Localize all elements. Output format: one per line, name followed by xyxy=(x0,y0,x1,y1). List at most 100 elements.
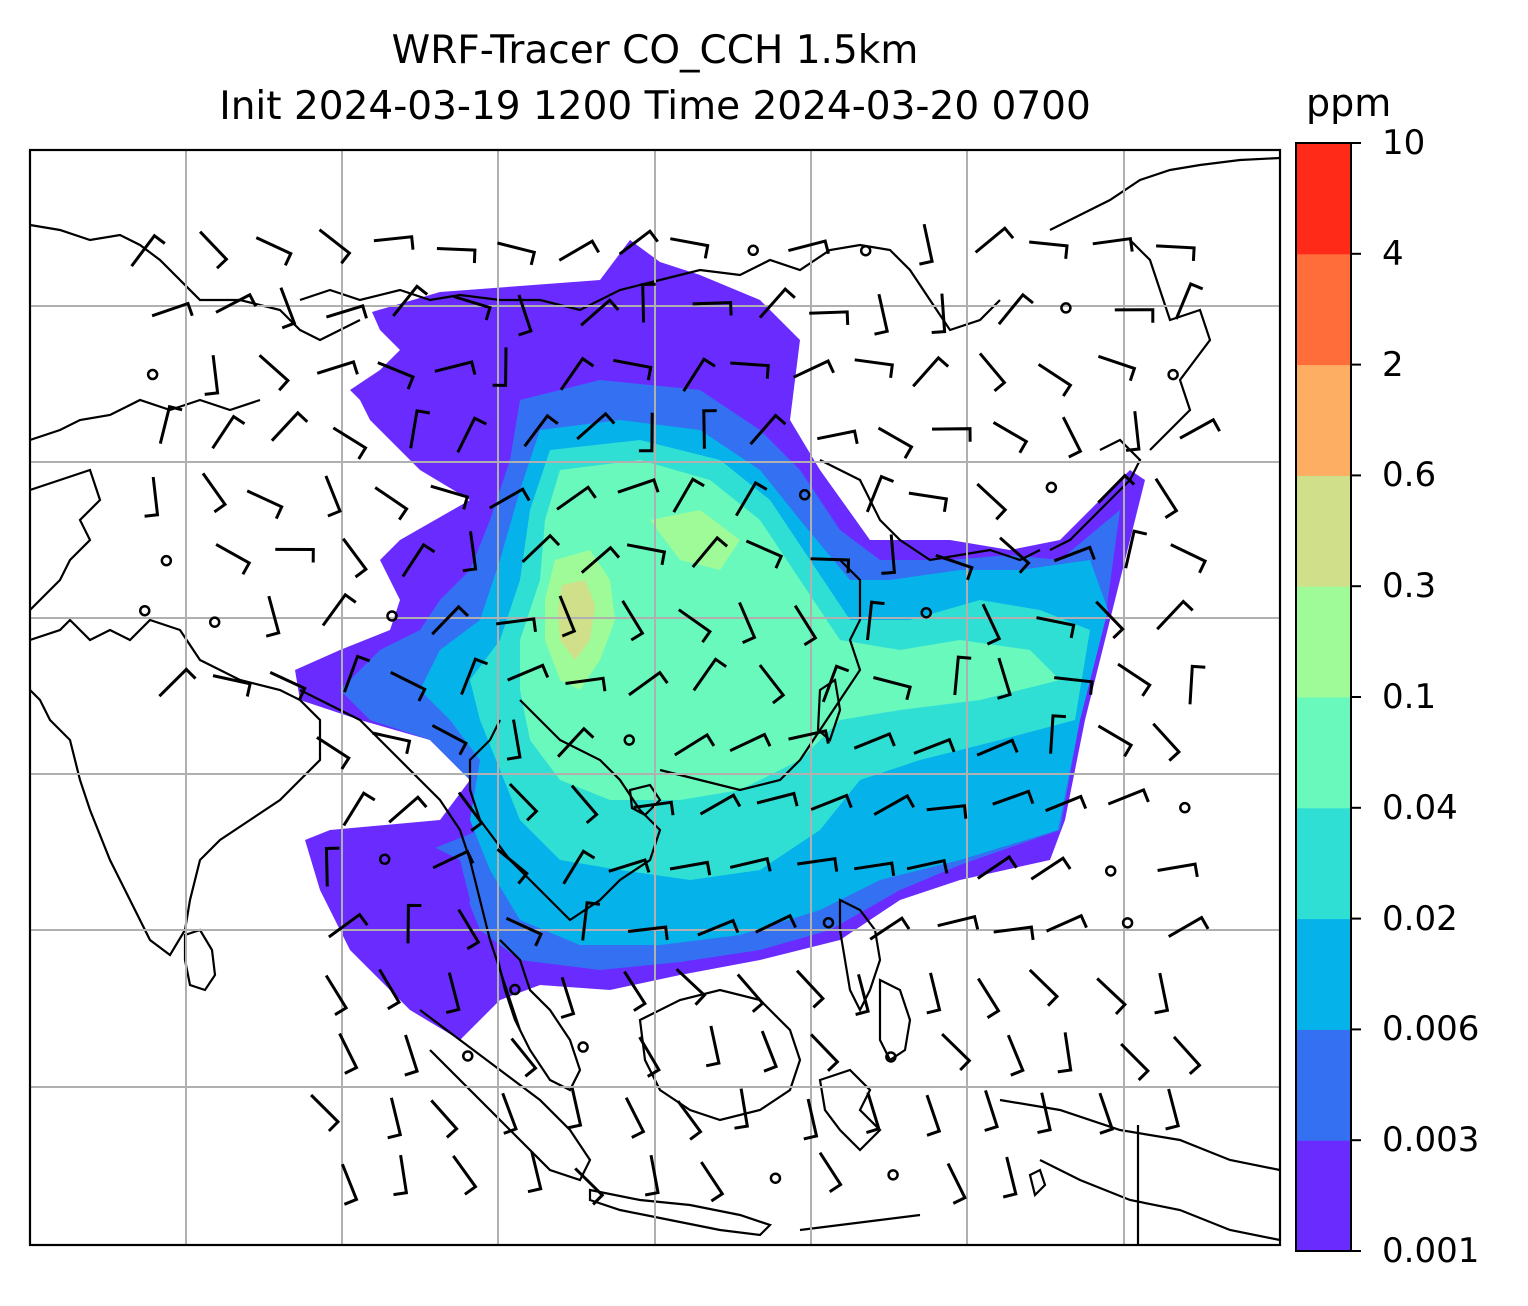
wind-barb xyxy=(1006,1034,1025,1077)
wind-barb xyxy=(342,791,376,827)
wind-barb xyxy=(618,229,659,256)
wind-barb xyxy=(445,972,461,1015)
wind-barb xyxy=(392,284,429,317)
colorbar-swatch xyxy=(1296,1140,1351,1252)
wind-barb xyxy=(488,487,531,510)
wind-barb xyxy=(373,235,415,250)
field-level-6 xyxy=(558,580,595,660)
wind-barb xyxy=(977,977,1001,1019)
wind-barb xyxy=(756,791,799,807)
wind-barb xyxy=(316,360,359,375)
wind-barb xyxy=(523,413,559,448)
wind-barb xyxy=(984,1089,999,1132)
wind-barb xyxy=(937,914,980,930)
wind-barb xyxy=(865,474,895,513)
wind-barb xyxy=(341,537,368,579)
wind-barb xyxy=(1092,237,1134,252)
wind-barb xyxy=(729,732,772,753)
wind-barb xyxy=(324,846,340,887)
calm-wind-marker xyxy=(822,916,835,929)
wind-barb xyxy=(810,793,853,811)
wind-barb xyxy=(931,293,947,334)
map-frame xyxy=(28,148,1282,1247)
wind-barb xyxy=(1097,473,1136,504)
wind-barb xyxy=(670,237,710,259)
colorbar-tick-label: 0.04 xyxy=(1382,787,1458,828)
calm-wind-marker xyxy=(378,853,391,865)
wind-barb xyxy=(507,663,550,682)
calm-wind-marker xyxy=(623,734,636,746)
calm-wind-marker xyxy=(386,610,398,622)
wind-barb xyxy=(567,1087,583,1130)
wind-barb xyxy=(270,410,309,442)
wind-barb xyxy=(324,974,349,1016)
wind-barb xyxy=(866,600,885,641)
wind-barb xyxy=(626,543,667,566)
wind-barb xyxy=(325,304,368,319)
wind-barb xyxy=(624,1097,646,1139)
wind-barb xyxy=(158,667,197,698)
wind-barb xyxy=(758,664,786,705)
wind-barb xyxy=(199,230,229,270)
colorbar-tick-label: 4 xyxy=(1382,233,1404,274)
wind-barb xyxy=(976,854,1018,880)
wind-barb xyxy=(279,287,297,330)
wind-barb xyxy=(505,916,543,947)
wind-barb xyxy=(613,358,653,381)
wind-barb xyxy=(1167,915,1210,938)
wind-barb xyxy=(1188,664,1206,705)
wind-barb xyxy=(869,916,911,941)
wind-barb xyxy=(992,421,1029,454)
wind-barb xyxy=(1172,1035,1202,1076)
wind-barb xyxy=(873,793,916,816)
wind-barb xyxy=(810,1033,840,1072)
wind-barb xyxy=(457,908,481,951)
wind-barb xyxy=(246,489,284,520)
wind-barb xyxy=(1154,972,1170,1015)
calm-wind-marker xyxy=(146,368,159,381)
wind-barb xyxy=(997,292,1034,326)
wind-barb xyxy=(496,848,529,885)
wind-barb xyxy=(1057,1032,1073,1074)
colorbar-tick-label: 0.001 xyxy=(1382,1231,1480,1271)
wind-barb xyxy=(692,657,728,692)
wind-barb xyxy=(1096,977,1128,1016)
wind-barb xyxy=(560,976,576,1019)
colorbar-swatch xyxy=(1296,697,1351,809)
wind-barb xyxy=(201,472,228,514)
wind-barb xyxy=(215,292,258,314)
colorbar-swatch xyxy=(1296,475,1351,587)
wind-barb xyxy=(908,491,949,513)
wind-barb xyxy=(1156,244,1196,261)
wind-barb xyxy=(795,969,826,1009)
wind-barb xyxy=(462,531,478,573)
wind-barb xyxy=(434,360,477,375)
wind-barb xyxy=(265,595,281,638)
wind-barb xyxy=(501,1092,518,1135)
wind-barb xyxy=(676,1100,703,1141)
wind-barb xyxy=(328,912,369,939)
co-concentration-field xyxy=(295,240,1145,1040)
colorbar-swatch xyxy=(1296,253,1351,366)
wind-barb xyxy=(1120,1042,1151,1082)
wind-barb xyxy=(675,968,707,1006)
wind-barb xyxy=(562,849,596,885)
calm-wind-marker xyxy=(160,554,173,567)
wind-barb xyxy=(211,414,246,450)
wind-barb xyxy=(946,1162,967,1205)
wind-barb xyxy=(581,901,601,941)
wind-barb xyxy=(158,404,183,444)
wind-barb xyxy=(1061,416,1083,459)
figure-title-line-2: Init 2024-03-19 1200 Time 2024-03-20 070… xyxy=(219,84,1091,129)
wind-barb xyxy=(1165,1088,1181,1131)
wind-barb xyxy=(1097,354,1137,382)
calm-wind-marker xyxy=(1167,368,1179,381)
wind-barb xyxy=(699,793,742,816)
wind-barb xyxy=(976,738,1019,757)
wind-barbs xyxy=(130,223,1221,1206)
wind-barb xyxy=(953,655,972,696)
wind-barb xyxy=(738,601,757,644)
calm-wind-marker xyxy=(462,1050,474,1062)
wind-barb xyxy=(644,1154,660,1197)
wind-barb xyxy=(580,298,620,327)
